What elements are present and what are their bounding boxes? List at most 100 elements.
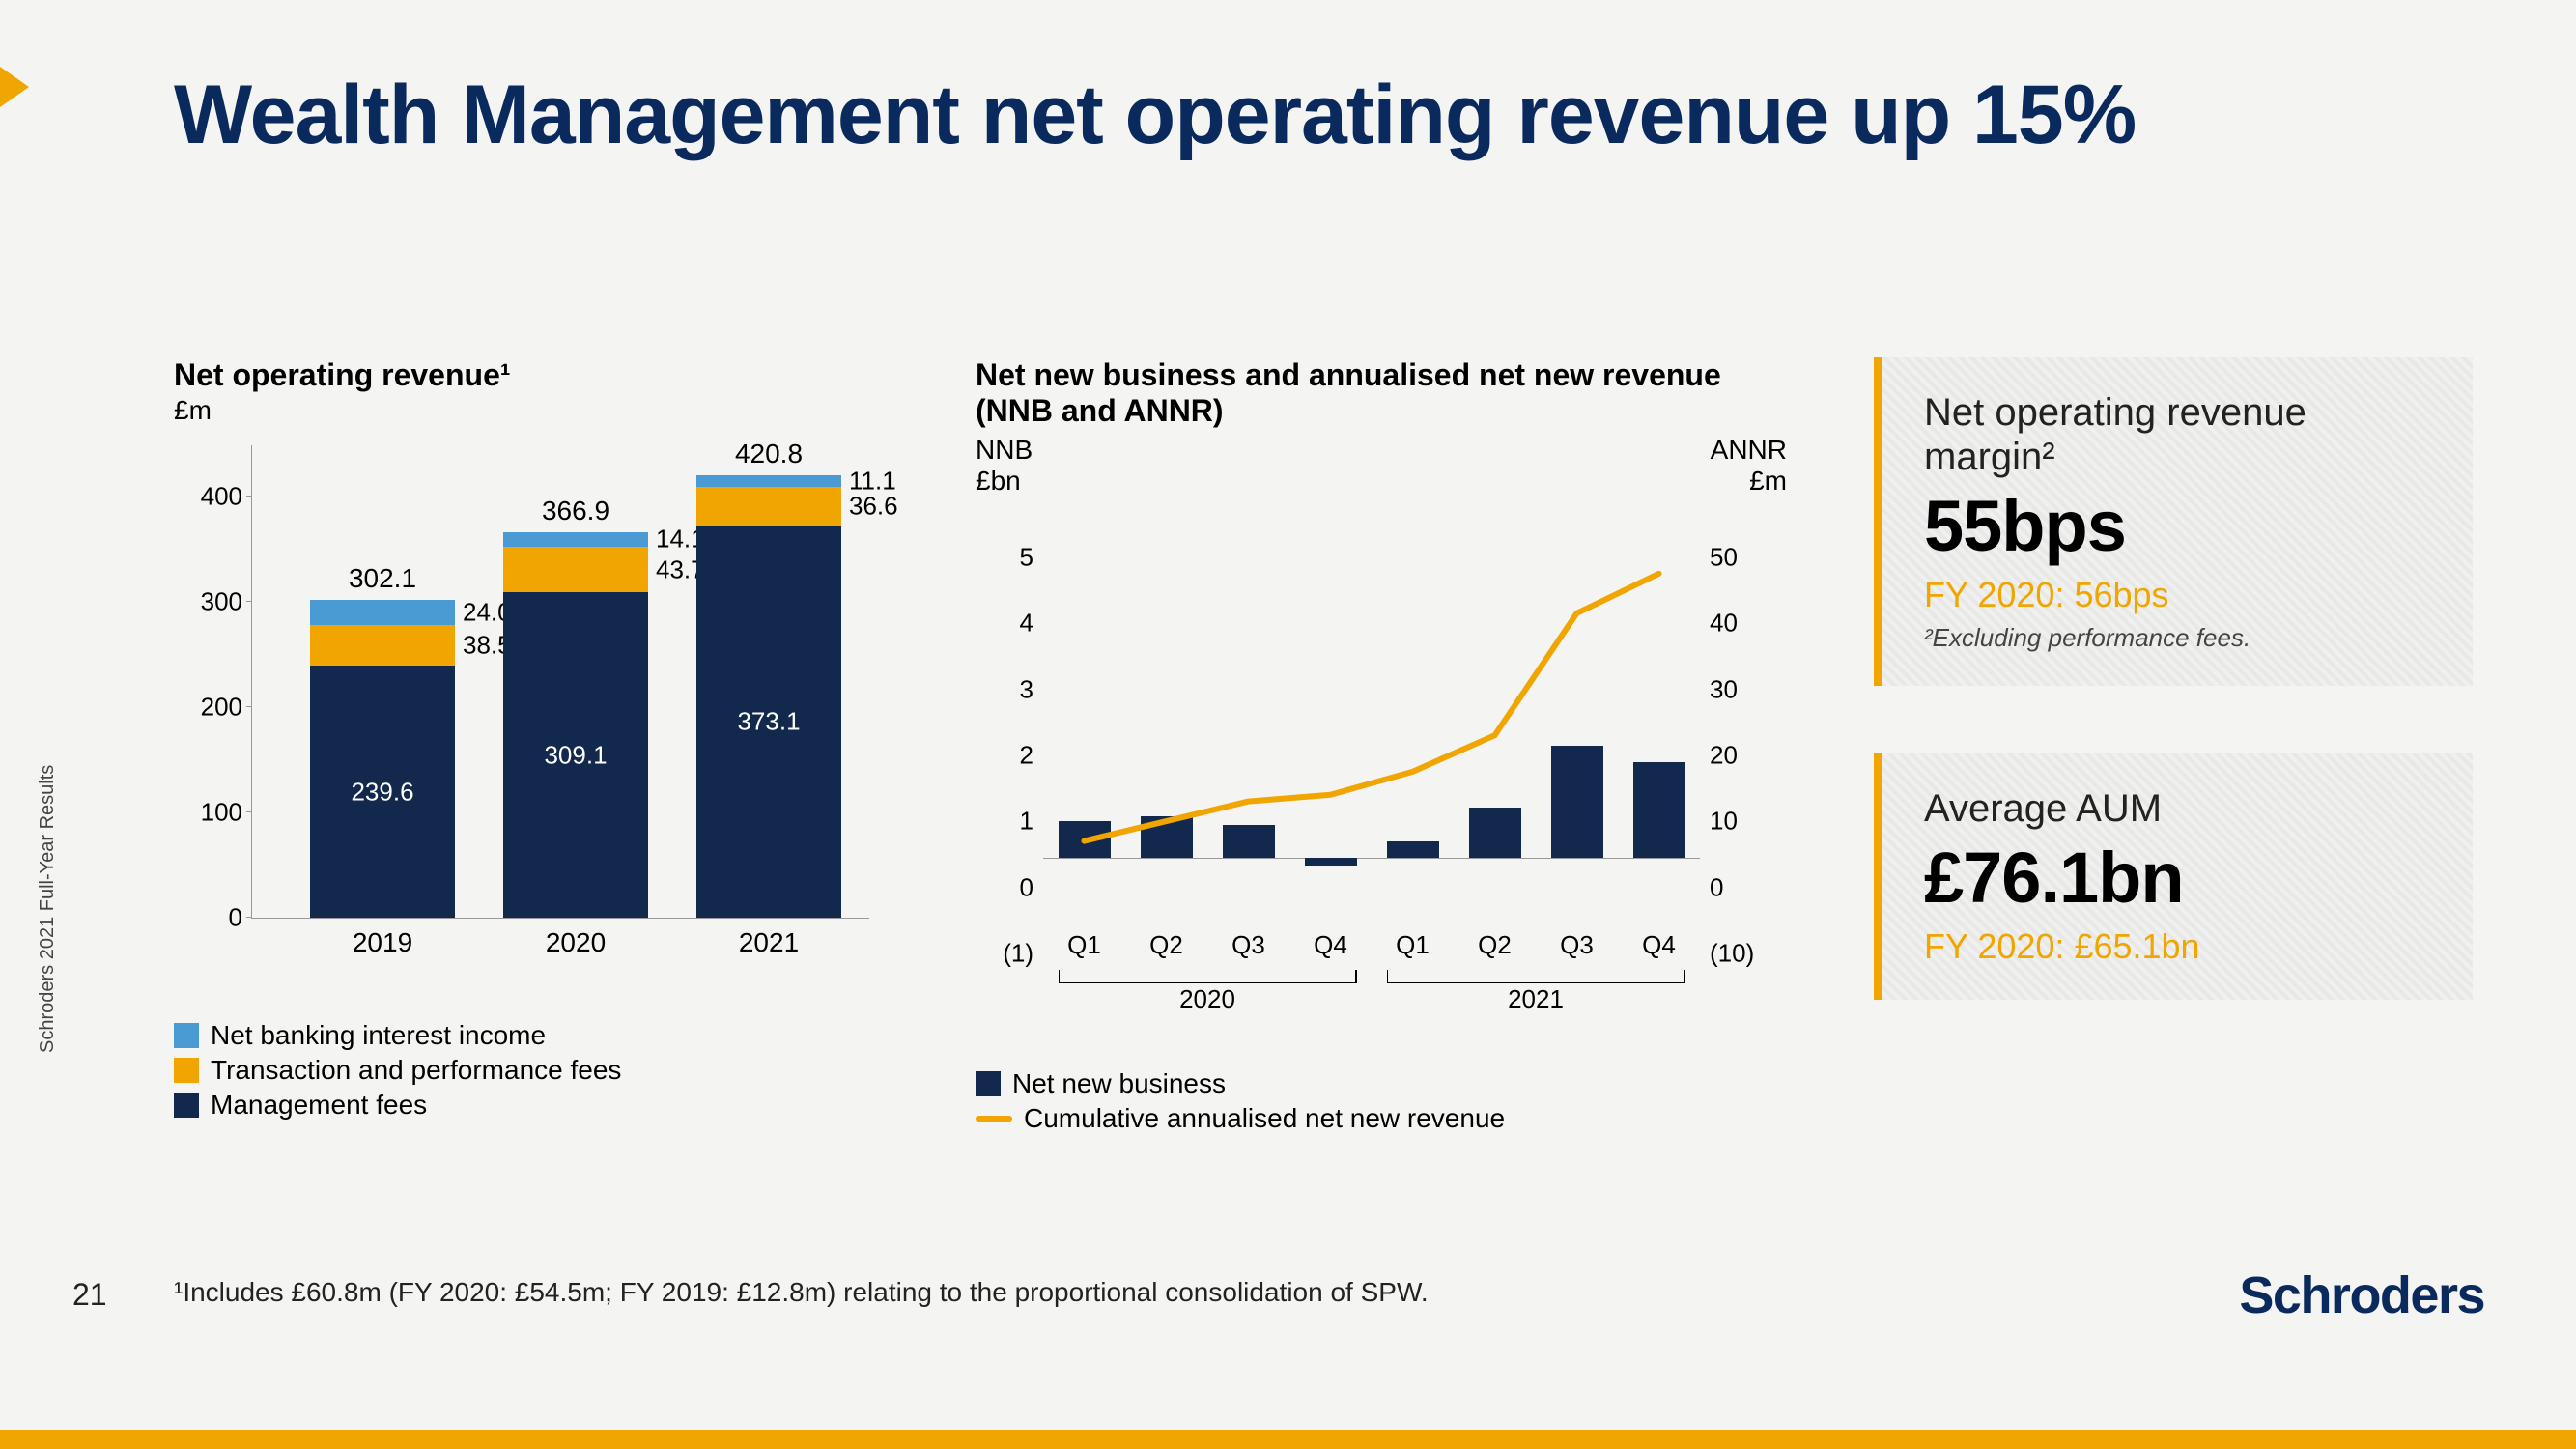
year-bracket: 2021 <box>1387 966 1685 1001</box>
combo-bar <box>1223 825 1275 858</box>
combo-bar <box>1141 816 1193 857</box>
legend-swatch <box>174 1023 199 1048</box>
bottom-accent-bar <box>0 1430 2576 1449</box>
year-bracket: 2020 <box>1059 966 1357 1001</box>
chart1-title: Net operating revenue¹ <box>174 357 908 393</box>
combo-xlabel: Q1 <box>1396 923 1430 960</box>
combo-xlabel: Q2 <box>1478 923 1512 960</box>
chart1-ytick: 0 <box>184 903 252 933</box>
chart2-left-axis-label: NNB £bn <box>976 435 1033 497</box>
combo-bar <box>1059 821 1111 858</box>
combo-bar <box>1551 746 1603 858</box>
bar-xlabel: 2020 <box>546 918 606 958</box>
callouts: Net operating revenue margin² 55bps FY 2… <box>1874 357 2473 1067</box>
bar-segment: 11.1 <box>696 475 841 487</box>
legend-label: Net new business <box>1012 1068 1226 1099</box>
chart2-ytick-right: 30 <box>1710 674 1768 704</box>
chart1-ytick: 300 <box>184 587 252 617</box>
bar-total-label: 420.8 <box>735 439 803 475</box>
chart2-ytick-left: 5 <box>976 543 1033 573</box>
callout-prev: FY 2020: 56bps <box>1924 575 2434 615</box>
callout-footnote: ²Excluding performance fees. <box>1924 623 2434 653</box>
chart1-ytick: 100 <box>184 798 252 828</box>
callout-value: £76.1bn <box>1924 837 2434 919</box>
chart2-ytick-left: (1) <box>976 939 1033 969</box>
chart2-ytick-left: 1 <box>976 807 1033 837</box>
chart2-plot: Q1Q2Q3Q4Q1Q2Q3Q420202021 (1) 0 1 2 3 4 5 (10) 0… <box>976 508 1768 972</box>
combo-xlabel: Q4 <box>1314 923 1347 960</box>
bar-segment-label: 373.1 <box>737 706 800 736</box>
legend-item: Transaction and performance fees <box>174 1055 908 1086</box>
bar-group: 239.638.524.0302.12019 <box>310 600 455 918</box>
chart2-ytick-right: 10 <box>1710 807 1768 837</box>
chart1-legend: Net banking interest income Transaction a… <box>174 1020 908 1121</box>
legend-line-swatch <box>976 1116 1012 1122</box>
bar-segment-label: 239.6 <box>351 777 413 807</box>
slide-title: Wealth Management net operating revenue … <box>174 68 2136 163</box>
bar-group: 373.136.611.1420.82021 <box>696 475 841 918</box>
chart2-ytick-right: 0 <box>1710 872 1768 902</box>
bar-group: 309.143.714.1366.92020 <box>503 532 648 919</box>
bar-segment: 36.6 <box>696 487 841 526</box>
chart1-unit: £m <box>174 395 908 426</box>
chart2-ytick-left: 3 <box>976 674 1033 704</box>
accent-triangle <box>0 53 29 121</box>
year-group-label: 2020 <box>1179 984 1235 1014</box>
chart2-ytick-right: 20 <box>1710 741 1768 771</box>
chart2-ytick-left: 0 <box>976 872 1033 902</box>
chart2-ytick-right: 50 <box>1710 543 1768 573</box>
chart2-plot-area: Q1Q2Q3Q4Q1Q2Q3Q420202021 <box>1043 527 1700 923</box>
chart2-ytick-left: 2 <box>976 741 1033 771</box>
combo-bar <box>1469 808 1521 857</box>
legend-label: Management fees <box>211 1090 427 1121</box>
chart2-ytick-right: 40 <box>1710 609 1768 639</box>
chart1-ytick: 400 <box>184 482 252 512</box>
footnote: ¹Includes £60.8m (FY 2020: £54.5m; FY 20… <box>174 1277 1429 1308</box>
chart1-plot: 0 100 200 300 400 239.6 38.524.0302.1 2019 309.1… <box>174 445 889 967</box>
page-number: 21 <box>72 1277 107 1313</box>
chart2-ytick-right: (10) <box>1710 939 1768 969</box>
year-group-label: 2021 <box>1508 984 1564 1014</box>
combo-xlabel: Q4 <box>1642 923 1676 960</box>
chart2-ytick-left: 4 <box>976 609 1033 639</box>
legend-item: Net banking interest income <box>174 1020 908 1051</box>
bar-segment: 373.1 <box>696 526 841 918</box>
side-label: Schroders 2021 Full-Year Results <box>37 765 59 1053</box>
callout-title: Average AUM <box>1924 786 2434 831</box>
chart-nnb-annr: Net new business and annualised net new … <box>976 357 1787 1130</box>
bar-segment-label: 11.1 <box>841 466 896 496</box>
bar-xlabel: 2019 <box>353 918 412 958</box>
bar-total-label: 366.9 <box>542 496 609 532</box>
combo-xlabel: Q2 <box>1149 923 1183 960</box>
bar-segment: 309.1 <box>503 592 648 918</box>
legend-item: Net new business <box>976 1068 1787 1099</box>
callout-margin: Net operating revenue margin² 55bps FY 2… <box>1874 357 2473 686</box>
bar-total-label: 302.1 <box>349 563 416 600</box>
legend-item: Management fees <box>174 1090 908 1121</box>
combo-bar <box>1305 858 1357 866</box>
bar-segment: 38.5 <box>310 625 455 666</box>
chart2-right-axis-label: ANNR £m <box>1711 435 1787 497</box>
chart2-legend: Net new business Cumulative annualised ne… <box>976 1068 1787 1134</box>
combo-xlabel: Q3 <box>1560 923 1594 960</box>
legend-label: Transaction and performance fees <box>211 1055 621 1086</box>
combo-xlabel: Q3 <box>1231 923 1265 960</box>
callout-aum: Average AUM £76.1bn FY 2020: £65.1bn <box>1874 753 2473 1000</box>
bar-segment-label: 309.1 <box>544 740 607 770</box>
legend-item: Cumulative annualised net new revenue <box>976 1103 1787 1134</box>
chart2-title: Net new business and annualised net new … <box>976 357 1748 429</box>
callout-title: Net operating revenue margin² <box>1924 390 2434 479</box>
combo-bar <box>1633 762 1685 858</box>
callout-prev: FY 2020: £65.1bn <box>1924 926 2434 967</box>
bar-segment: 239.6 <box>310 666 455 918</box>
bar-segment: 14.1 <box>503 532 648 547</box>
chart-net-operating-revenue: Net operating revenue¹ £m 0 100 200 300 400 2… <box>174 357 908 1130</box>
bar-xlabel: 2021 <box>739 918 799 958</box>
legend-swatch <box>174 1093 199 1118</box>
bar-segment: 43.7 <box>503 547 648 593</box>
legend-label: Cumulative annualised net new revenue <box>1024 1103 1505 1134</box>
legend-swatch <box>976 1071 1001 1096</box>
chart1-ytick: 200 <box>184 693 252 723</box>
combo-bar <box>1387 841 1439 858</box>
bar-segment: 24.0 <box>310 600 455 625</box>
